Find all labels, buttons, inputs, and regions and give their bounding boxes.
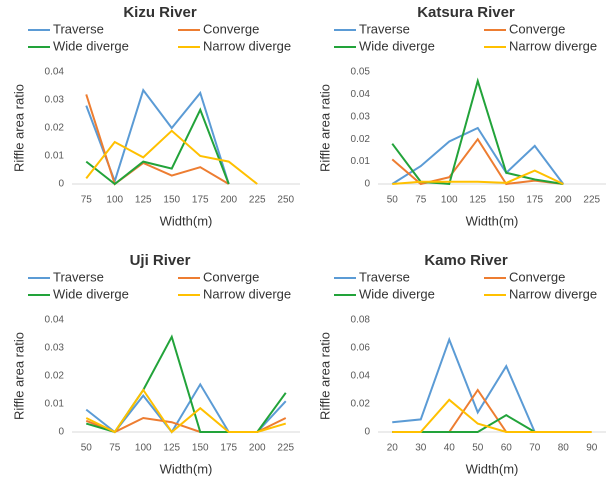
y-tick-label: 0.03 xyxy=(351,111,371,122)
legend-label: Converge xyxy=(203,21,259,36)
series-line xyxy=(85,388,287,434)
series-line xyxy=(391,126,565,185)
series-line xyxy=(391,137,564,186)
legend-label: Traverse xyxy=(359,269,410,284)
x-axis-title: Width(m) xyxy=(466,213,519,228)
x-tick-label: 70 xyxy=(529,443,541,454)
legend-label: Narrow diverge xyxy=(203,286,291,301)
x-tick-label: 100 xyxy=(135,443,152,454)
x-tick-label: 150 xyxy=(192,443,209,454)
legend-label: Narrow diverge xyxy=(203,38,291,53)
legend-label: Wide diverge xyxy=(53,38,129,53)
x-tick-label: 75 xyxy=(109,443,121,454)
x-tick-label: 40 xyxy=(444,443,456,454)
series-line xyxy=(392,169,564,185)
y-tick-label: 0.08 xyxy=(351,315,371,326)
y-tick-label: 0 xyxy=(58,179,64,190)
chart-title: Uji River xyxy=(130,252,191,269)
x-tick-label: 60 xyxy=(501,443,513,454)
x-tick-label: 225 xyxy=(583,195,600,206)
y-tick-label: 0 xyxy=(364,427,370,438)
x-tick-label: 50 xyxy=(472,443,484,454)
x-tick-label: 100 xyxy=(106,195,123,206)
x-tick-label: 175 xyxy=(192,195,209,206)
x-tick-label: 125 xyxy=(135,195,152,206)
series-line xyxy=(85,382,287,434)
x-tick-label: 125 xyxy=(469,195,486,206)
x-tick-label: 200 xyxy=(220,195,237,206)
x-axis-title: Width(m) xyxy=(466,461,519,476)
x-tick-label: 200 xyxy=(555,195,572,206)
x-tick-label: 200 xyxy=(249,443,266,454)
y-tick-label: 0.01 xyxy=(45,399,65,410)
legend-label: Converge xyxy=(203,269,259,284)
x-tick-label: 125 xyxy=(163,443,180,454)
y-tick-label: 0.01 xyxy=(351,156,371,167)
y-axis-title: Riffle area ratio xyxy=(11,84,26,172)
x-tick-label: 75 xyxy=(81,195,93,206)
x-tick-label: 250 xyxy=(277,195,294,206)
series-line xyxy=(392,398,592,433)
chart-title: Kamo River xyxy=(424,252,508,269)
legend-label: Wide diverge xyxy=(53,286,129,301)
x-tick-label: 175 xyxy=(526,195,543,206)
x-tick-label: 225 xyxy=(249,195,266,206)
series-line xyxy=(85,94,230,186)
legend-label: Traverse xyxy=(53,21,104,36)
y-tick-label: 0.02 xyxy=(45,371,65,382)
series-line xyxy=(392,414,536,433)
legend-label: Converge xyxy=(509,21,565,36)
series-line xyxy=(85,334,287,434)
legend-label: Traverse xyxy=(53,269,104,284)
y-tick-label: 0.05 xyxy=(351,67,371,78)
chart-title: Katsura River xyxy=(417,4,515,21)
series-line xyxy=(85,129,258,185)
x-tick-label: 100 xyxy=(441,195,458,206)
x-tick-label: 225 xyxy=(277,443,294,454)
x-tick-label: 50 xyxy=(387,195,399,206)
x-tick-label: 50 xyxy=(81,443,93,454)
y-axis-title: Riffle area ratio xyxy=(317,332,332,420)
y-tick-label: 0.02 xyxy=(45,123,65,134)
y-tick-label: 0.03 xyxy=(45,95,65,106)
y-tick-label: 0.01 xyxy=(45,151,65,162)
legend-label: Traverse xyxy=(359,21,410,36)
y-tick-label: 0 xyxy=(364,179,370,190)
x-axis-title: Width(m) xyxy=(160,213,213,228)
chart-title: Kizu River xyxy=(123,4,197,21)
x-tick-label: 150 xyxy=(498,195,515,206)
x-tick-label: 30 xyxy=(415,443,427,454)
series-line xyxy=(392,336,536,433)
x-tick-label: 75 xyxy=(415,195,427,206)
legend-label: Converge xyxy=(509,269,565,284)
legend-label: Narrow diverge xyxy=(509,38,597,53)
y-tick-label: 0.04 xyxy=(45,315,65,326)
legend-label: Narrow diverge xyxy=(509,286,597,301)
x-axis-title: Width(m) xyxy=(160,461,213,476)
series-line xyxy=(85,107,230,186)
x-tick-label: 90 xyxy=(586,443,598,454)
x-tick-label: 150 xyxy=(163,195,180,206)
y-tick-label: 0.04 xyxy=(351,371,371,382)
legend-label: Wide diverge xyxy=(359,38,435,53)
legend-label: Wide diverge xyxy=(359,286,435,301)
x-tick-label: 80 xyxy=(558,443,570,454)
y-tick-label: 0.04 xyxy=(45,67,65,78)
y-tick-label: 0.03 xyxy=(45,343,65,354)
y-tick-label: 0.02 xyxy=(351,399,371,410)
y-tick-label: 0.02 xyxy=(351,134,371,145)
y-axis-title: Riffle area ratio xyxy=(317,84,332,172)
x-tick-label: 175 xyxy=(220,443,237,454)
y-tick-label: 0.06 xyxy=(351,343,371,354)
y-tick-label: 0.04 xyxy=(351,89,371,100)
y-axis-title: Riffle area ratio xyxy=(11,332,26,420)
y-tick-label: 0 xyxy=(58,427,64,438)
x-tick-label: 20 xyxy=(387,443,399,454)
